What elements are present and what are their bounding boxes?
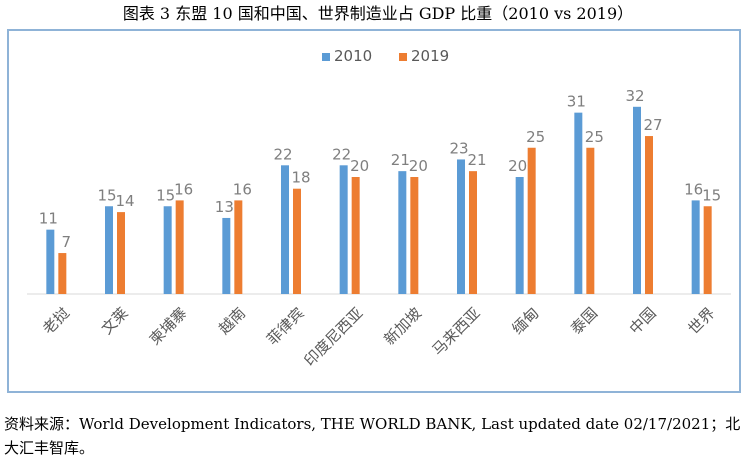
bar-2010-11 bbox=[691, 200, 700, 294]
value-label-2019-10: 27 bbox=[643, 116, 662, 134]
value-label-2010-11: 16 bbox=[684, 180, 703, 198]
category-label-6: 新加坡 bbox=[381, 304, 426, 349]
category-label-2: 柬埔寨 bbox=[146, 304, 191, 349]
value-label-2019-6: 20 bbox=[409, 157, 428, 175]
bar-2019-10 bbox=[645, 136, 653, 294]
value-label-2010-9: 31 bbox=[567, 93, 586, 111]
value-label-2019-2: 16 bbox=[174, 180, 193, 198]
bar-2010-7 bbox=[457, 159, 465, 294]
value-label-2010-2: 15 bbox=[156, 186, 175, 204]
bar-2010-5 bbox=[339, 165, 348, 294]
bar-2019-7 bbox=[469, 171, 477, 294]
legend-label-2010: 2010 bbox=[334, 47, 372, 65]
value-label-2019-5: 20 bbox=[350, 157, 369, 175]
bar-2010-6 bbox=[398, 171, 407, 294]
bar-2019-1 bbox=[117, 212, 125, 294]
value-label-2019-3: 16 bbox=[233, 180, 252, 198]
value-label-2010-6: 21 bbox=[391, 151, 410, 169]
figure-title: 图表 3 东盟 10 国和中国、世界制造业占 GDP 比重（2010 vs 20… bbox=[122, 4, 634, 23]
value-label-2019-9: 25 bbox=[585, 128, 604, 146]
value-label-2019-8: 25 bbox=[526, 128, 545, 146]
bar-2010-0 bbox=[46, 229, 55, 294]
value-label-2010-5: 22 bbox=[332, 145, 351, 163]
value-label-2010-3: 13 bbox=[215, 198, 234, 216]
bar-2019-2 bbox=[175, 200, 184, 294]
value-label-2019-7: 21 bbox=[467, 151, 486, 169]
value-label-2010-10: 32 bbox=[625, 87, 644, 105]
bar-2010-8 bbox=[515, 177, 524, 294]
bar-2010-2 bbox=[163, 206, 172, 294]
bar-2019-0 bbox=[58, 253, 67, 294]
value-label-2019-11: 15 bbox=[702, 186, 721, 204]
bar-2010-3 bbox=[222, 217, 231, 294]
value-label-2010-7: 23 bbox=[449, 139, 468, 157]
bar-2019-4 bbox=[293, 188, 301, 294]
category-label-5: 印度尼西亚 bbox=[301, 304, 367, 370]
category-label-0: 老挝 bbox=[39, 304, 73, 338]
value-label-2019-0: 7 bbox=[62, 233, 72, 251]
bar-2019-6 bbox=[410, 177, 419, 294]
value-label-2019-4: 18 bbox=[291, 169, 310, 187]
category-label-9: 泰国 bbox=[567, 304, 601, 338]
bar-2019-3 bbox=[234, 200, 243, 294]
chart-legend: 2010 2019 bbox=[322, 47, 449, 65]
bar-2010-10 bbox=[633, 106, 641, 294]
bar-2019-9 bbox=[586, 147, 595, 294]
category-label-11: 世界 bbox=[684, 304, 718, 338]
value-label-2019-1: 14 bbox=[115, 192, 134, 210]
source-note: 资料来源：World Development Indicators, THE W… bbox=[4, 415, 741, 457]
value-label-2010-8: 20 bbox=[508, 157, 527, 175]
legend-swatch-2010 bbox=[322, 53, 330, 61]
category-label-1: 文莱 bbox=[98, 304, 132, 338]
value-label-2010-4: 22 bbox=[273, 145, 292, 163]
value-label-2010-1: 15 bbox=[97, 186, 116, 204]
category-label-10: 中国 bbox=[626, 304, 660, 338]
chart-frame: 2010 2019 11 7 15 14 15 16 13 16 22 18 22 20 21 20 23 21… bbox=[7, 29, 741, 393]
legend-label-2019: 2019 bbox=[411, 47, 449, 65]
bar-2019-5 bbox=[351, 177, 360, 294]
bar-group bbox=[46, 106, 712, 295]
bar-2010-1 bbox=[105, 206, 113, 294]
category-label-8: 缅甸 bbox=[508, 304, 542, 338]
bar-2010-9 bbox=[574, 112, 583, 295]
bar-2010-4 bbox=[281, 165, 289, 294]
bar-2019-11 bbox=[703, 206, 712, 294]
legend-swatch-2019 bbox=[399, 53, 407, 61]
bar-2019-8 bbox=[527, 147, 536, 294]
value-label-2010-0: 11 bbox=[39, 210, 58, 228]
category-label-4: 菲律宾 bbox=[263, 304, 308, 349]
category-label-7: 马来西亚 bbox=[429, 304, 484, 359]
category-label-3: 越南 bbox=[215, 304, 249, 338]
